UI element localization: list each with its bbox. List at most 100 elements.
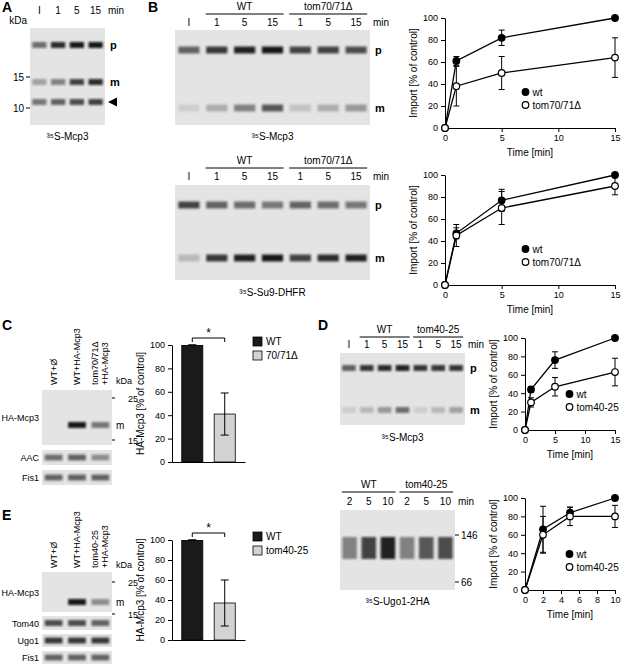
lane-label: 15 bbox=[90, 5, 102, 16]
gel: WTtom70/71ΔI15151515minpm³⁵S-Mcp3 bbox=[175, 1, 389, 142]
lane-label: WT+Ø bbox=[49, 359, 59, 385]
y-axis-title: Import [% of control] bbox=[488, 339, 499, 429]
data-point bbox=[612, 495, 619, 502]
x-axis-tick-mark bbox=[555, 430, 556, 434]
lane-group-line bbox=[360, 337, 410, 338]
y-axis-tick-mark bbox=[168, 600, 172, 601]
legend: wttom70/71Δ bbox=[522, 244, 581, 268]
lane-label: tom70/71Δ bbox=[90, 341, 100, 385]
y-axis-tick: 80 bbox=[508, 352, 525, 362]
lane-group-line bbox=[289, 168, 367, 169]
y-axis-tick-label: 80 bbox=[508, 352, 518, 362]
error-bar bbox=[453, 57, 459, 66]
lane-label: 1 bbox=[418, 339, 424, 350]
y-axis-title: HA-Mcp3 [% of control] bbox=[135, 538, 146, 641]
y-axis-tick: 0 bbox=[160, 635, 172, 645]
x-axis-tick-mark bbox=[543, 590, 544, 594]
data-point bbox=[612, 15, 619, 22]
lane-label: 1 bbox=[55, 5, 61, 16]
x-axis-tick-label: 2 bbox=[541, 595, 546, 605]
band bbox=[89, 42, 103, 48]
error-bar bbox=[612, 38, 618, 78]
lane-unit: min bbox=[373, 171, 389, 182]
x-axis-tick-mark bbox=[615, 128, 616, 132]
plot-area bbox=[522, 495, 619, 594]
lane-group-line bbox=[206, 168, 284, 169]
band bbox=[342, 537, 357, 559]
row-label: AAC bbox=[20, 453, 39, 463]
x-axis-tick-label: 10 bbox=[610, 595, 620, 605]
lane-label: 5 bbox=[74, 5, 80, 16]
lane-label: 5 bbox=[382, 339, 388, 350]
legend-marker bbox=[566, 564, 573, 571]
y-axis-tick-label: 60 bbox=[508, 530, 518, 540]
plot-area bbox=[182, 540, 236, 640]
y-axis-line bbox=[525, 339, 526, 431]
row-label: Ugo1 bbox=[17, 636, 39, 646]
x-axis-tick: 15 bbox=[610, 128, 620, 143]
y-axis-tick: 20 bbox=[428, 258, 445, 268]
y-axis-tick-label: 0 bbox=[513, 585, 518, 595]
band-label: m bbox=[110, 76, 120, 88]
x-axis-tick-label: 0 bbox=[523, 435, 528, 445]
data-point bbox=[453, 232, 460, 239]
band bbox=[438, 537, 453, 559]
band bbox=[234, 202, 255, 209]
y-axis-tick: 60 bbox=[508, 530, 525, 540]
band bbox=[342, 407, 356, 413]
band bbox=[361, 537, 376, 559]
x-axis-tick: 2 bbox=[541, 590, 546, 605]
y-axis-tick: 20 bbox=[508, 407, 525, 417]
lane-group-label: WT bbox=[237, 155, 253, 166]
lane-unit: min bbox=[468, 339, 484, 350]
bar bbox=[182, 345, 203, 462]
lane-group-label: tom70/71Δ bbox=[304, 1, 353, 12]
kda-label: kDa bbox=[116, 376, 132, 386]
lane-label: 15 bbox=[267, 171, 279, 182]
band-label: m bbox=[375, 252, 385, 264]
y-axis-tick-mark bbox=[441, 263, 445, 264]
band-label: m bbox=[470, 404, 480, 416]
y-axis-tick: 80 bbox=[428, 192, 445, 202]
legend: WT70/71Δ bbox=[253, 336, 298, 361]
y-axis-tick: 100 bbox=[150, 340, 172, 350]
band bbox=[32, 79, 46, 85]
legend-marker bbox=[566, 404, 573, 411]
y-axis-tick-label: 20 bbox=[155, 615, 165, 625]
band bbox=[178, 202, 199, 209]
lane-label: 2 bbox=[404, 496, 410, 507]
lane-label: 15 bbox=[451, 339, 463, 350]
lane-label: +HA-Mcp3 bbox=[100, 525, 110, 568]
y-axis-tick: 60 bbox=[428, 214, 445, 224]
lane-label: WT+HA-Mcp3 bbox=[72, 328, 82, 385]
legend-swatch bbox=[253, 351, 262, 360]
lane-group-label: tom40-25 bbox=[417, 324, 460, 335]
band bbox=[32, 42, 46, 48]
band bbox=[91, 599, 109, 605]
y-axis-tick: 60 bbox=[428, 57, 445, 67]
band bbox=[262, 255, 283, 262]
band bbox=[70, 79, 84, 85]
error-bar bbox=[188, 540, 196, 541]
y-axis-tick-mark bbox=[441, 62, 445, 63]
y-axis-tick-mark bbox=[441, 175, 445, 176]
figure: ABCDEI1515minpm1510kDa³⁵S-Mcp3WTtom70/71… bbox=[0, 0, 633, 670]
y-axis-tick-mark bbox=[168, 345, 172, 346]
blot-background bbox=[42, 634, 112, 647]
bar-chart: 020406080100HA-Mcp3 [% of control]*WTtom… bbox=[135, 521, 309, 645]
band bbox=[70, 99, 84, 105]
legend: wttom40-25 bbox=[566, 549, 619, 573]
y-axis-title: Import [% of control] bbox=[408, 28, 419, 118]
gel-caption: ³⁵S-Ugo1-2HA bbox=[365, 596, 429, 607]
lane-label: 1 bbox=[298, 171, 304, 182]
band bbox=[91, 620, 109, 626]
band bbox=[431, 365, 445, 371]
band bbox=[381, 537, 396, 559]
line-chart: 051015020406080100Import [% of control]T… bbox=[408, 170, 621, 315]
data-point bbox=[453, 58, 460, 65]
y-axis-tick: 60 bbox=[508, 370, 525, 380]
y-axis-tick-label: 40 bbox=[155, 411, 165, 421]
legend-label: WT bbox=[266, 336, 282, 347]
lane-label: tom40-25 bbox=[90, 530, 100, 568]
x-axis bbox=[173, 462, 246, 463]
